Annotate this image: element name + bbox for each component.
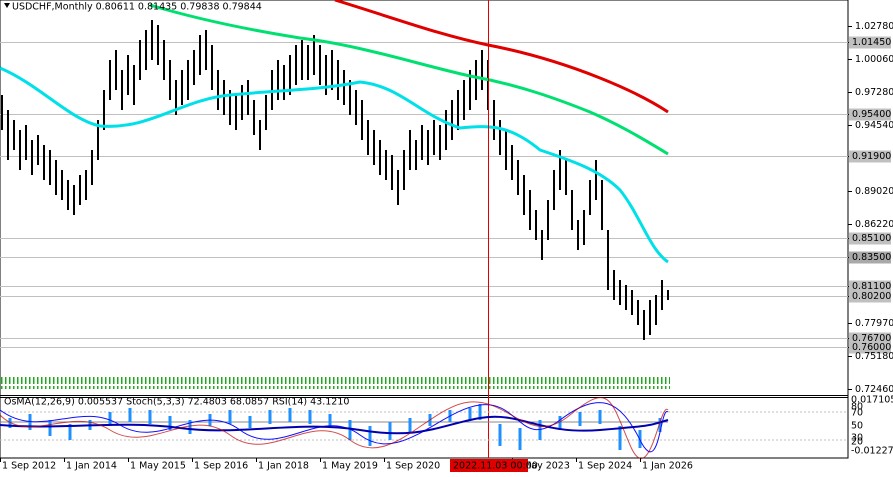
- indicator-label: 0.0171053: [851, 395, 893, 406]
- indicator-label: 80: [851, 402, 863, 413]
- level-label-box: [849, 290, 891, 303]
- price-label: 0.86220: [855, 219, 893, 230]
- price-label: 0.72460: [855, 384, 893, 395]
- level-label-box: [849, 251, 891, 264]
- chart-header: USDCHF,Monthly 0.80611 0.81435 0.79838 0…: [12, 2, 262, 13]
- price-label: 0.75180: [855, 351, 893, 362]
- ma-green: [149, 3, 669, 156]
- price-label: 0.76000: [852, 342, 891, 353]
- price-label: 0.85100: [852, 233, 891, 244]
- candles: [1, 20, 669, 340]
- price-label: 0.89020: [855, 186, 893, 197]
- volume-bars: [0, 377, 670, 389]
- level-label-box: [849, 108, 891, 121]
- indicator-label: 70: [851, 408, 863, 419]
- time-label: 1 Jan 2014: [66, 461, 117, 472]
- indicator-label: 50: [851, 421, 863, 432]
- time-label: 1 Sep 2020: [386, 461, 440, 472]
- dropdown-icon: [4, 3, 10, 8]
- indicator-label: 20: [851, 437, 863, 448]
- time-label: 1 Sep 2016: [194, 461, 248, 472]
- level-label-box: [849, 36, 891, 49]
- level-label-box: [849, 280, 891, 293]
- time-label: 1 May 2015: [130, 461, 186, 472]
- price-label: 0.95400: [852, 109, 891, 120]
- indicator-header: OsMA(12,26,9) 0.005537 Stoch(5,3,3) 72.4…: [4, 397, 349, 408]
- time-label: 1 May 2019: [322, 461, 378, 472]
- price-label: 0.94540: [855, 120, 893, 131]
- level-label-box: [849, 150, 891, 163]
- price-label: 0.83500: [852, 252, 891, 263]
- time-label: 1 Jan 2026: [642, 461, 693, 472]
- price-label: 1.01450: [852, 37, 891, 48]
- time-label: 1 Sep 2012: [2, 461, 56, 472]
- ma-red: [334, 0, 669, 114]
- price-label: 0.80200: [852, 291, 891, 302]
- price-label: 1.02780: [855, 21, 893, 32]
- level-label-box: [849, 232, 891, 245]
- indicator-pane: [0, 397, 848, 459]
- price-label: 1.00060: [855, 54, 893, 65]
- price-label: 0.76700: [852, 333, 891, 344]
- price-label: 0.97280: [855, 87, 893, 98]
- price-label: 0.81100: [852, 281, 891, 292]
- time-label: 1 Jan 2018: [258, 461, 309, 472]
- time-label: 1 Sep 2024: [578, 461, 632, 472]
- ma-cyan: [0, 66, 669, 264]
- cursor-time: 2022.11.03 00:00: [453, 461, 538, 472]
- price-label: 0.91900: [852, 151, 891, 162]
- cursor-time-box: [450, 459, 528, 472]
- level-label-box: [849, 341, 891, 354]
- price-label: 0.77970: [855, 318, 893, 329]
- time-label: 1 May 2023: [514, 461, 570, 472]
- indicator-label: 30: [851, 433, 863, 444]
- indicator-label: -0.0122775: [851, 446, 893, 457]
